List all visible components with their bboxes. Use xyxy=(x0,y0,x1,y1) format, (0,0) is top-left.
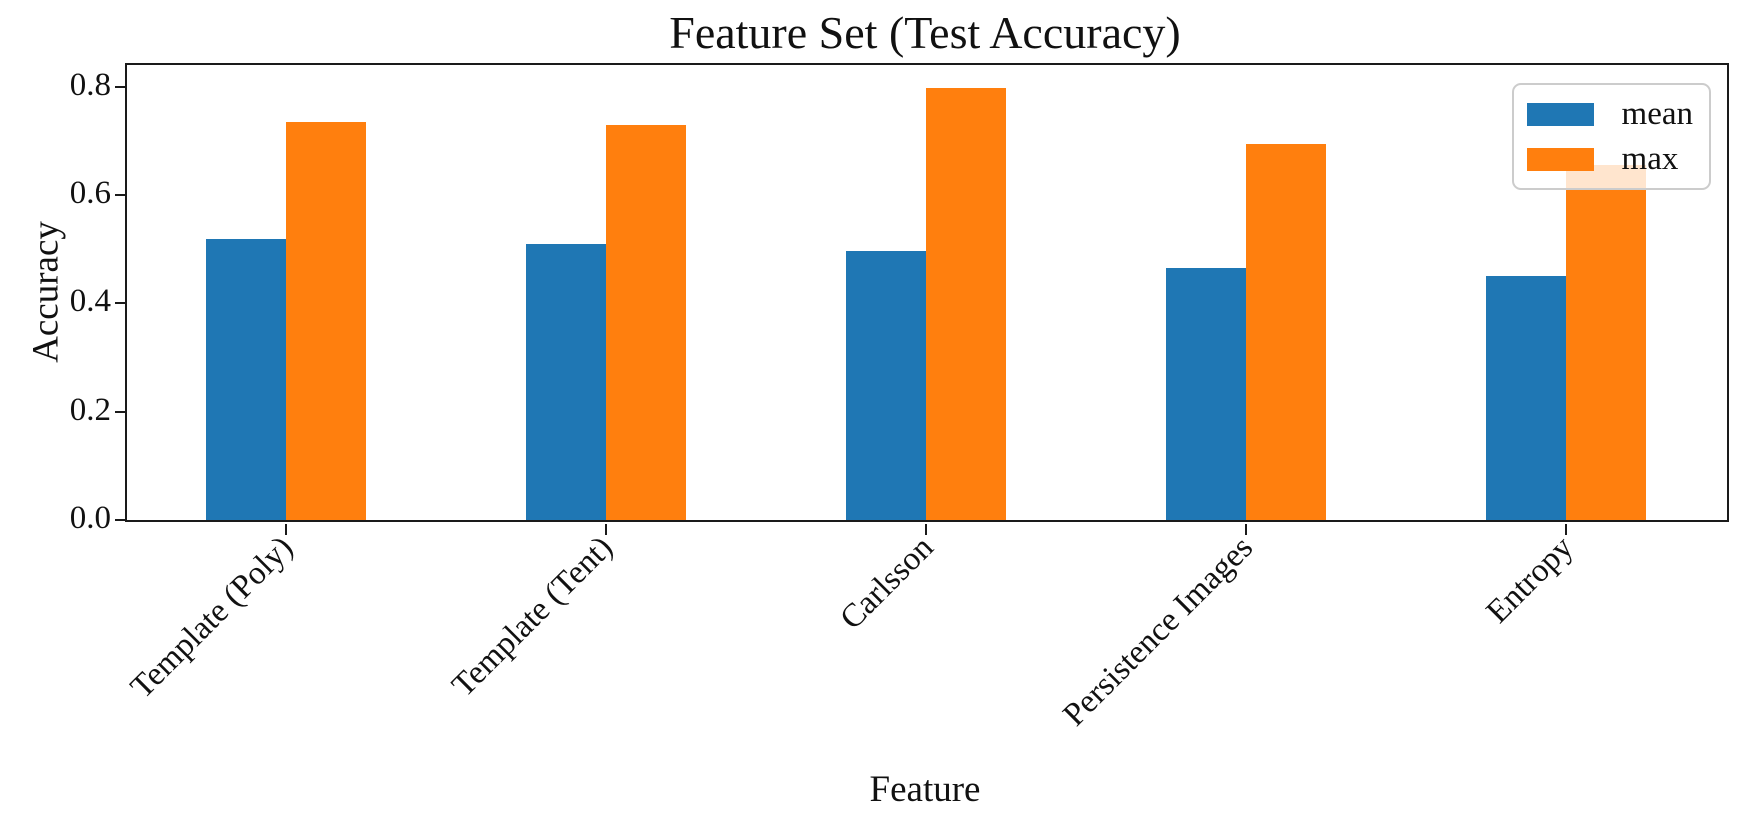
y-tick-label-0.0: 0.0 xyxy=(69,500,111,536)
bar-max-template-tent xyxy=(606,124,686,520)
y-tick-label-0.2: 0.2 xyxy=(69,391,111,428)
bar-max-persistence-images xyxy=(1246,144,1326,520)
bar-mean-template-tent xyxy=(526,243,606,520)
x-axis-label: Feature xyxy=(869,769,981,810)
bar-max-entropy xyxy=(1566,164,1646,520)
legend-swatch-max xyxy=(1526,147,1594,171)
x-tick-carlsson xyxy=(925,524,927,535)
plot-area: mean max xyxy=(115,63,1729,535)
y-tick-label-0.4: 0.4 xyxy=(69,283,111,320)
y-tick-0.8 xyxy=(115,85,125,88)
y-tick-label-0.6: 0.6 xyxy=(69,175,111,211)
legend-swatch-mean xyxy=(1526,102,1594,126)
legend-label-mean: mean xyxy=(1621,96,1693,132)
legend-label-max: max xyxy=(1621,141,1679,177)
bar-mean-entropy xyxy=(1486,275,1566,520)
bar-max-carlsson xyxy=(926,87,1006,520)
x-tick-persistence-images xyxy=(1245,524,1247,535)
x-tick-label-template-poly: Template (Poly) xyxy=(123,529,301,706)
bar-mean-carlsson xyxy=(846,251,926,520)
x-tick-label-entropy: Entropy xyxy=(1479,529,1581,631)
y-tick-0.6 xyxy=(115,194,125,196)
x-tick-label-carlsson: Carlsson xyxy=(832,529,941,637)
y-tick-label-0.8: 0.8 xyxy=(69,66,111,103)
legend: mean max xyxy=(1511,83,1711,190)
legend-item-max: max xyxy=(1526,141,1693,177)
legend-item-mean: mean xyxy=(1526,96,1693,132)
x-tick-template-tent xyxy=(605,524,607,535)
y-tick-0.0 xyxy=(115,519,125,521)
x-tick-label-template-tent: Template (Tent) xyxy=(445,529,621,705)
bar-max-template-poly xyxy=(286,122,366,520)
x-tick-entropy xyxy=(1565,524,1567,535)
bar-mean-persistence-images xyxy=(1166,267,1246,520)
y-tick-0.2 xyxy=(115,410,125,413)
y-tick-0.4 xyxy=(115,302,125,305)
x-tick-template-poly xyxy=(285,524,287,535)
bar-mean-template-poly xyxy=(206,239,286,520)
x-tick-label-persistence-images: Persistence Images xyxy=(1056,529,1261,734)
chart-title: Feature Set (Test Accuracy) xyxy=(669,7,1181,58)
